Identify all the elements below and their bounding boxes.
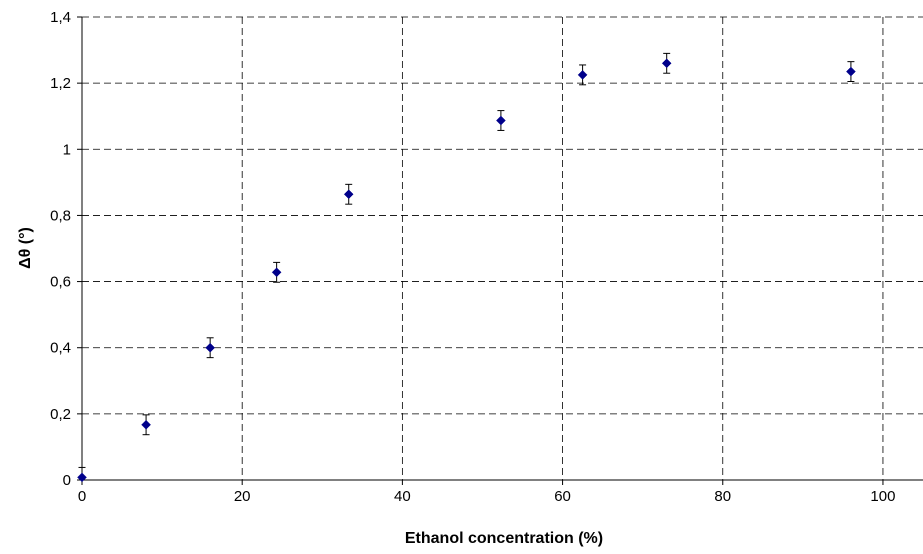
data-point bbox=[846, 61, 856, 82]
x-tick-label: 80 bbox=[714, 488, 731, 505]
y-tick-label: 1,4 bbox=[50, 9, 71, 26]
x-tick-label: 40 bbox=[394, 488, 411, 505]
data-point bbox=[271, 261, 282, 283]
y-tick-label: 0,2 bbox=[50, 406, 71, 423]
y-tick-label: 1 bbox=[63, 141, 71, 158]
data-point bbox=[496, 110, 506, 131]
y-tick-label: 0,4 bbox=[50, 340, 71, 357]
x-tick-label: 0 bbox=[78, 488, 86, 505]
axes bbox=[77, 16, 923, 485]
data-point bbox=[205, 337, 216, 359]
diamond-marker bbox=[271, 267, 282, 278]
y-tick-label: 0,8 bbox=[50, 207, 71, 224]
diamond-marker bbox=[77, 472, 87, 483]
diamond-marker bbox=[577, 70, 588, 80]
x-tick-labels: 0 20 40 60 80 100 bbox=[78, 488, 896, 505]
diamond-marker bbox=[496, 115, 506, 126]
y-axis-title: Δθ (°) bbox=[17, 227, 34, 269]
data-points bbox=[77, 52, 856, 483]
x-tick-label: 100 bbox=[870, 488, 895, 505]
diamond-marker bbox=[343, 189, 354, 200]
y-tick-label: 1,2 bbox=[50, 75, 71, 92]
data-point bbox=[577, 64, 588, 86]
grid-lines bbox=[82, 16, 923, 480]
diamond-marker bbox=[205, 342, 216, 353]
x-axis-title: Ethanol concentration (%) bbox=[405, 530, 603, 547]
data-point bbox=[141, 414, 151, 436]
data-point bbox=[343, 183, 354, 205]
y-tick-labels: 0 0,2 0,4 0,6 0,8 1 1,2 1,4 bbox=[50, 9, 71, 489]
y-tick-label: 0 bbox=[63, 472, 71, 489]
data-point bbox=[77, 466, 87, 483]
diamond-marker bbox=[661, 58, 672, 69]
diamond-marker bbox=[846, 66, 856, 77]
data-point bbox=[661, 52, 672, 74]
y-tick-label: 0,6 bbox=[50, 274, 71, 291]
x-tick-label: 20 bbox=[234, 488, 251, 505]
diamond-marker bbox=[141, 419, 151, 430]
x-tick-label: 60 bbox=[554, 488, 571, 505]
